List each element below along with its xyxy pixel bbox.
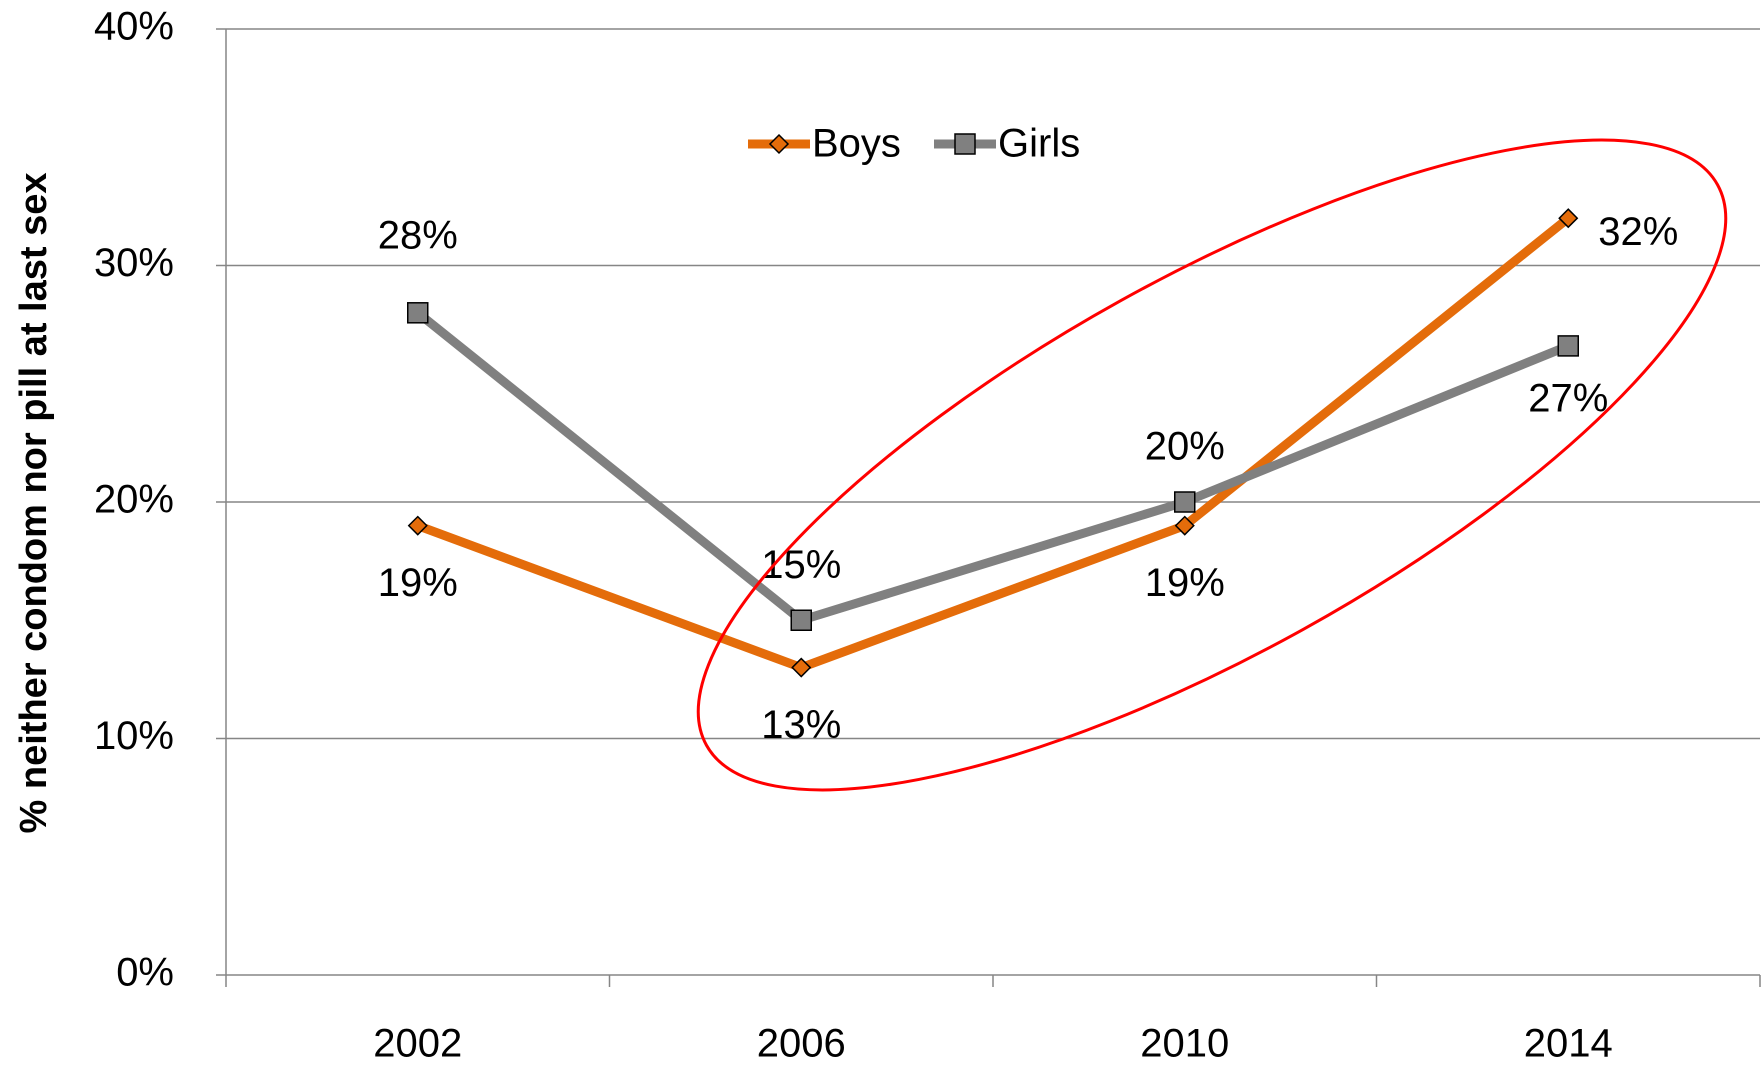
marker	[791, 657, 812, 678]
x-tick-label: 2010	[1140, 1022, 1229, 1066]
legend-label: Girls	[998, 122, 1080, 166]
x-tick-label: 2002	[373, 1022, 462, 1066]
series-line	[416, 214, 1572, 673]
y-tick-label: 20%	[94, 478, 174, 522]
marker	[1174, 515, 1195, 536]
y-tick-label: 10%	[94, 714, 174, 758]
legend-label: Boys	[812, 122, 901, 166]
y-tick-label: 40%	[94, 5, 174, 49]
x-tick-label: 2006	[757, 1022, 846, 1066]
marker	[790, 609, 812, 631]
data-label: 28%	[378, 213, 458, 257]
data-label: 27%	[1528, 376, 1608, 420]
data-label: 19%	[378, 561, 458, 605]
data-label: 19%	[1145, 561, 1225, 605]
marker	[1174, 491, 1196, 513]
highlight-ellipse	[696, 138, 1728, 792]
marker	[407, 302, 429, 324]
data-label: 32%	[1598, 210, 1678, 254]
y-axis-title: % neither condom nor pill at last sex	[13, 173, 55, 834]
marker	[1558, 208, 1579, 229]
x-tick-label: 2014	[1524, 1022, 1613, 1066]
data-label: 13%	[761, 703, 841, 747]
marker	[954, 133, 976, 155]
marker	[768, 133, 790, 155]
series: 19% 13% 19% 32%	[378, 208, 1678, 747]
y-tick-label: 30%	[94, 241, 174, 285]
series-line	[414, 309, 1570, 625]
marker	[407, 515, 428, 536]
series: 28%15%20%27%	[378, 213, 1608, 631]
data-label: 20%	[1145, 425, 1225, 469]
y-tick-label: 0%	[116, 951, 174, 995]
marker	[1557, 335, 1579, 357]
